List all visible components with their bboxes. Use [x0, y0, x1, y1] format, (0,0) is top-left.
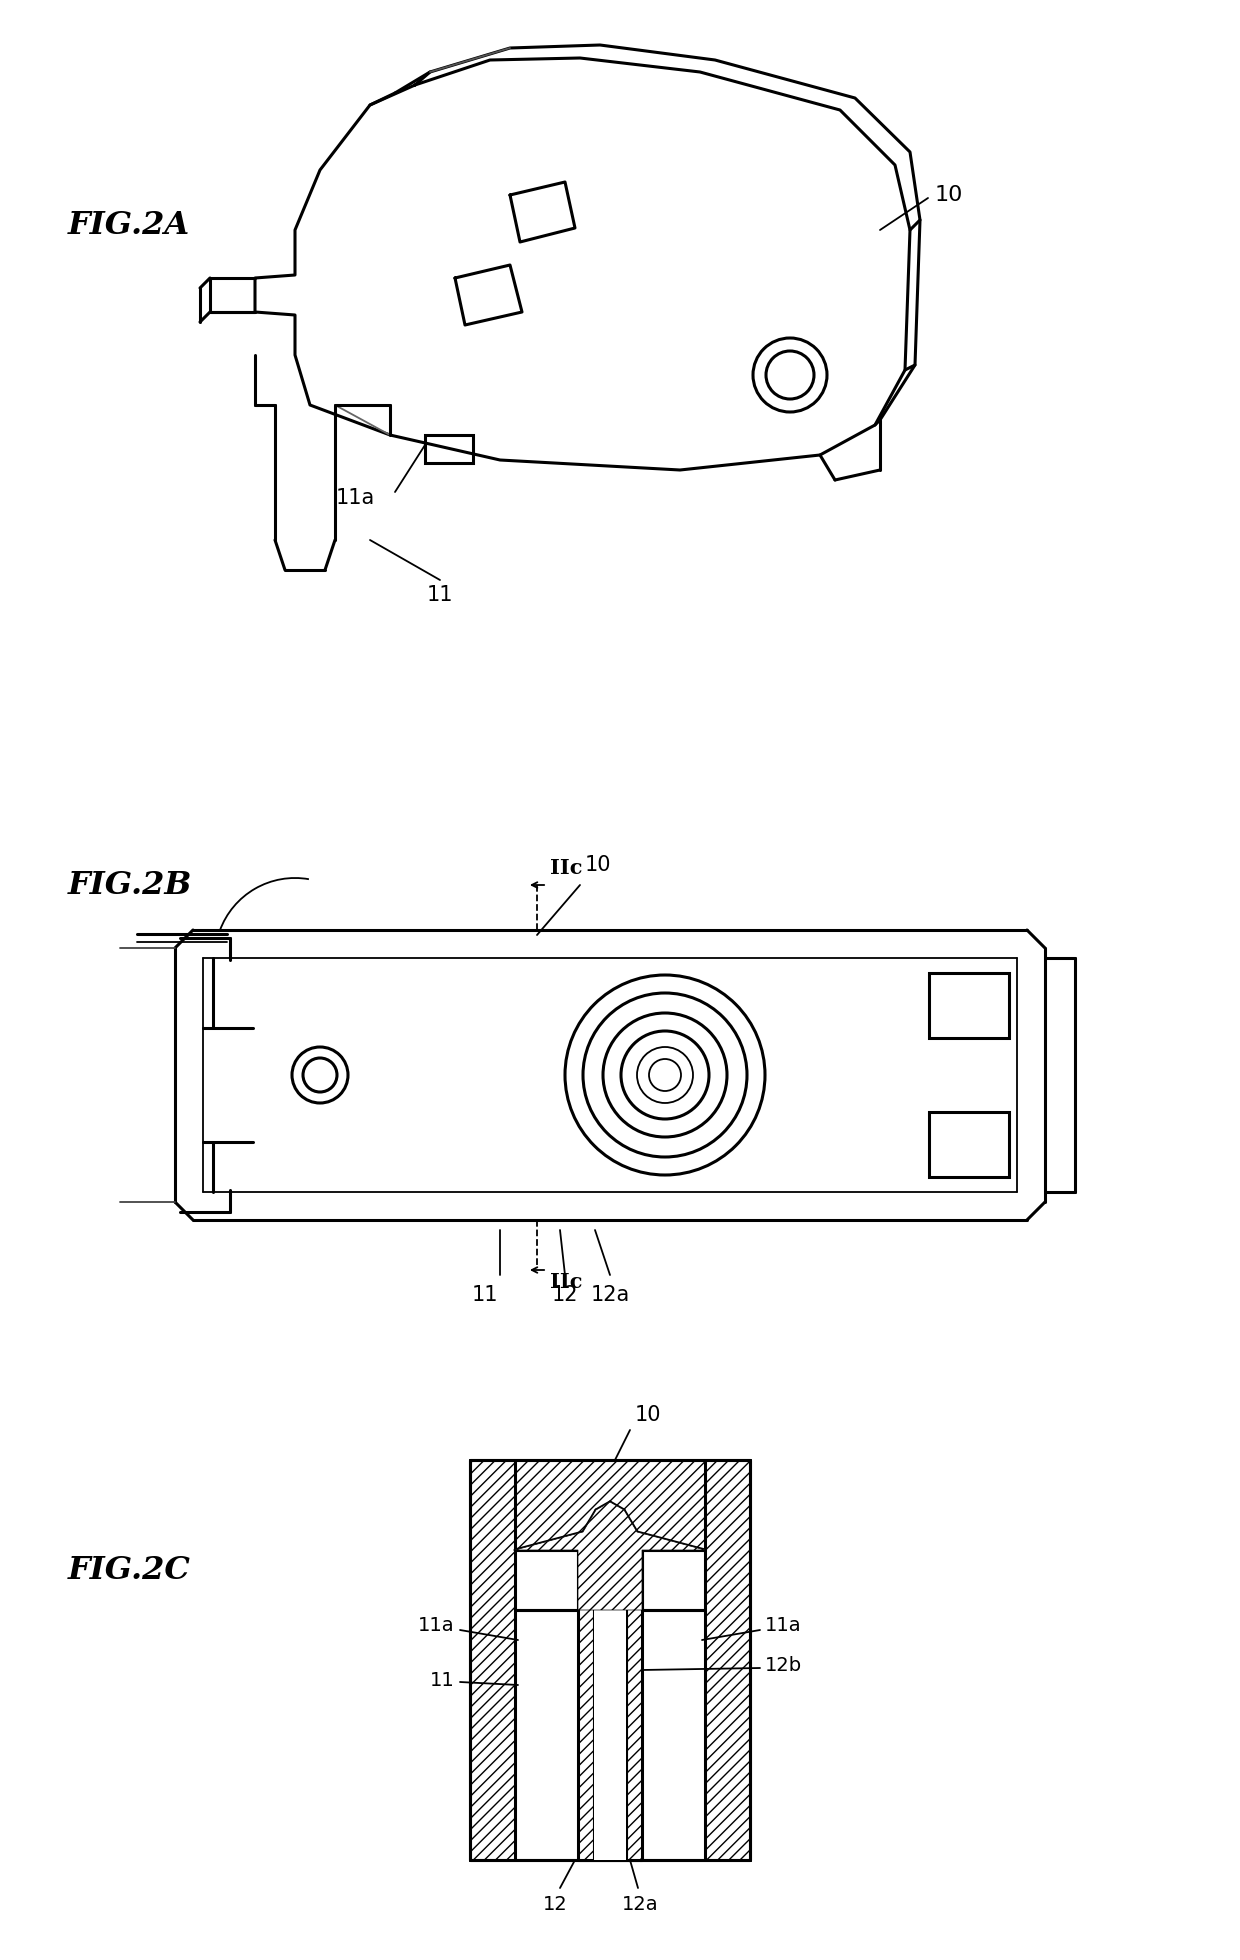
Text: FIG.2B: FIG.2B: [68, 870, 192, 900]
Text: 11a: 11a: [765, 1615, 801, 1635]
Circle shape: [583, 994, 746, 1156]
Bar: [578, 1550, 594, 1860]
Circle shape: [603, 1013, 727, 1137]
Circle shape: [565, 974, 765, 1174]
Text: 10: 10: [635, 1405, 661, 1425]
Circle shape: [621, 1031, 709, 1119]
Text: IIc: IIc: [551, 858, 583, 878]
Bar: [626, 1550, 642, 1860]
Bar: [594, 1550, 626, 1860]
Text: 12a: 12a: [590, 1286, 630, 1305]
Bar: [929, 972, 1009, 1039]
Bar: [425, 435, 472, 463]
Text: IIc: IIc: [551, 1272, 583, 1292]
Text: 12: 12: [543, 1895, 568, 1915]
Text: FIG.2A: FIG.2A: [68, 210, 190, 241]
Text: 12b: 12b: [765, 1656, 802, 1674]
Text: 10: 10: [935, 184, 963, 206]
Text: 11: 11: [427, 584, 454, 606]
Text: 12a: 12a: [621, 1895, 658, 1915]
Bar: [929, 1111, 1009, 1178]
Circle shape: [637, 1047, 693, 1103]
Circle shape: [753, 337, 827, 412]
Text: 11a: 11a: [336, 488, 374, 508]
Bar: [706, 1460, 750, 1860]
Text: 10: 10: [585, 855, 611, 874]
Polygon shape: [515, 1501, 706, 1609]
Circle shape: [649, 1058, 681, 1092]
Text: 11: 11: [471, 1286, 498, 1305]
Text: FIG.2C: FIG.2C: [68, 1554, 191, 1586]
Circle shape: [766, 351, 813, 400]
Circle shape: [303, 1058, 337, 1092]
Text: 11a: 11a: [418, 1615, 455, 1635]
Circle shape: [291, 1047, 348, 1103]
Bar: [470, 1460, 515, 1860]
Bar: [515, 1460, 706, 1550]
Text: 12: 12: [552, 1286, 578, 1305]
Text: 11: 11: [430, 1670, 455, 1690]
